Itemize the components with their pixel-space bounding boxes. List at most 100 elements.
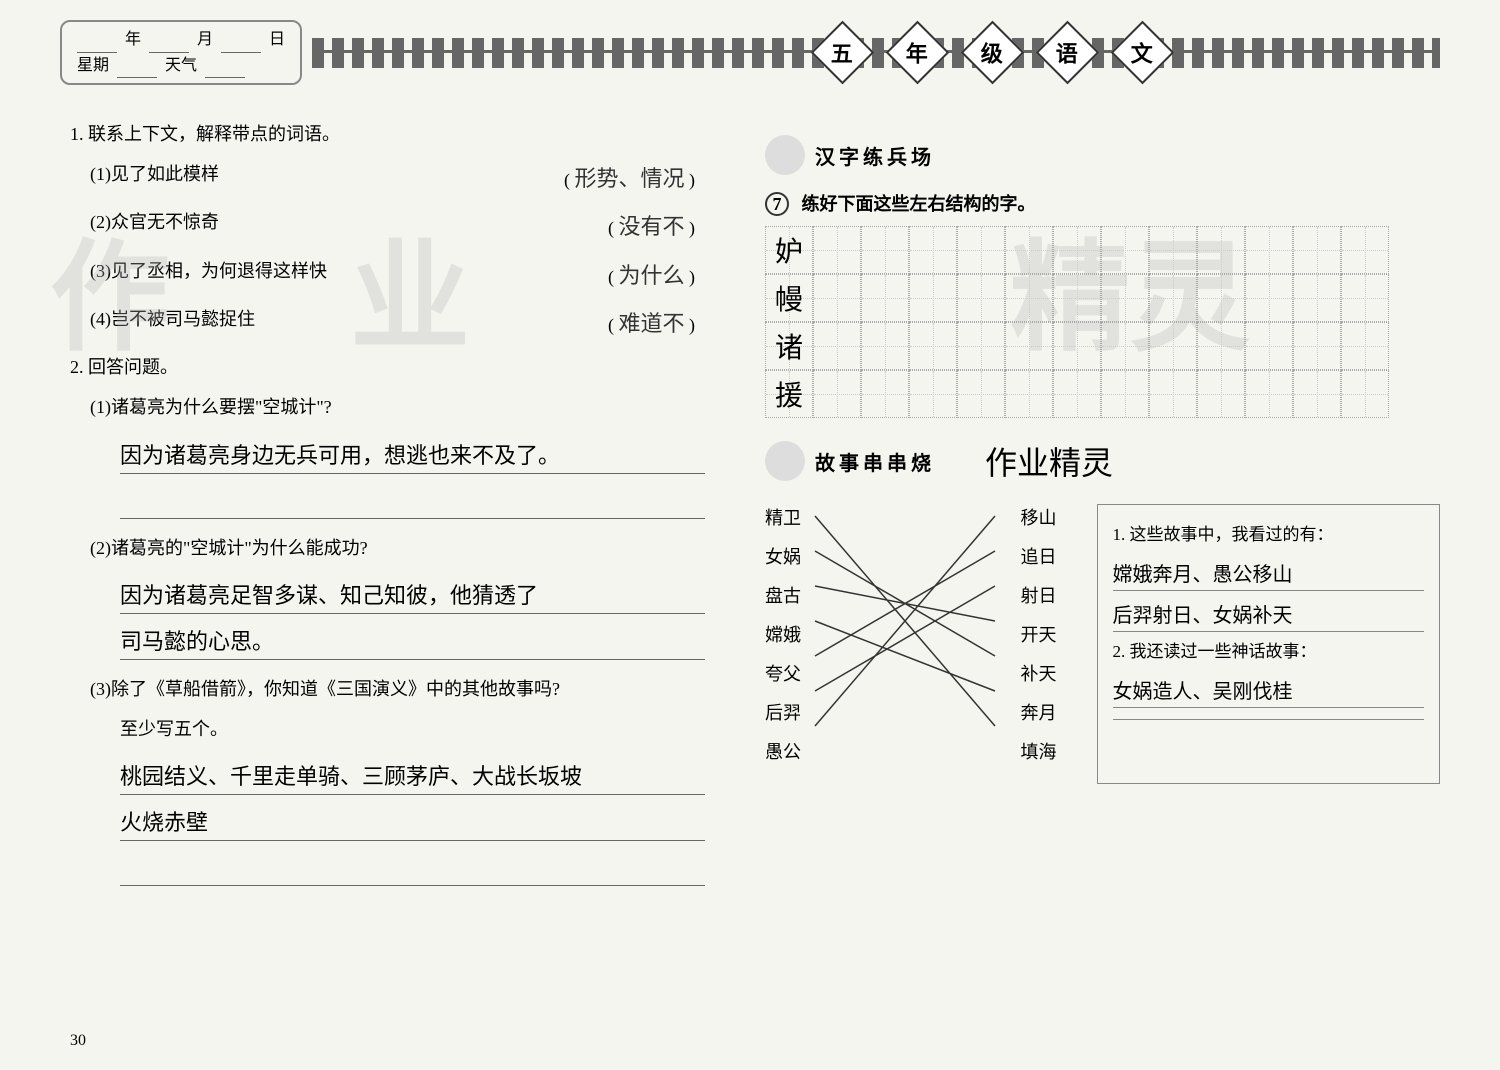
grid-cell — [861, 226, 909, 274]
story-q1: 1. 这些故事中，我看过的有： — [1113, 520, 1425, 545]
section-icon — [765, 135, 805, 175]
page-number: 30 — [70, 1032, 86, 1050]
match-lines — [765, 504, 1077, 784]
grid-cell — [1149, 226, 1197, 274]
grid-cell — [1293, 226, 1341, 274]
grid-cell: 诸 — [765, 322, 813, 370]
title-char: 文 — [1110, 21, 1174, 85]
grid-cell — [1245, 274, 1293, 322]
answer-line: 火烧赤壁 — [120, 805, 705, 841]
section1-title: 汉字练兵场 — [815, 141, 935, 170]
section2-title: 故事串串烧 — [815, 447, 935, 476]
q1-answer: 形势、情况 — [574, 166, 684, 191]
section-icon — [765, 441, 805, 481]
grid-cell — [813, 370, 861, 418]
grid-cell — [1005, 226, 1053, 274]
q1-answer: 难道不 — [618, 311, 684, 336]
grid-cell — [1053, 226, 1101, 274]
grid-cell — [909, 370, 957, 418]
weather-label: 天气 — [165, 53, 197, 79]
fence-decoration: 五 年 级 语 文 — [312, 28, 1440, 78]
grid-cell — [1341, 322, 1389, 370]
section1-header: 汉字练兵场 — [765, 135, 1440, 175]
grid-cell — [1197, 322, 1245, 370]
q1-text: (2)众官无不惊奇 — [90, 203, 219, 251]
story-answer — [1113, 713, 1425, 720]
grid-cell — [1053, 274, 1101, 322]
grid-cell — [813, 226, 861, 274]
q1-text: (3)见了丞相，为何退得这样快 — [90, 252, 327, 300]
title-char: 语 — [1035, 21, 1099, 85]
char-grid: 妒幔诸援 — [765, 226, 1440, 418]
q1-answer: 没有不 — [618, 214, 684, 239]
story-box: 1. 这些故事中，我看过的有： 嫦娥奔月、愚公移山 后羿射日、女娲补天 2. 我… — [1097, 504, 1441, 784]
answer-line — [120, 484, 705, 519]
q1-item: (4)岂不被司马懿捉住 ( 难道不 ) — [90, 300, 735, 348]
grid-cell — [1245, 370, 1293, 418]
q1-item: (3)见了丞相，为何退得这样快 ( 为什么 ) — [90, 252, 735, 300]
title-char: 五 — [810, 21, 874, 85]
grid-cell — [1341, 226, 1389, 274]
grid-cell — [1293, 322, 1341, 370]
grid-cell — [1101, 226, 1149, 274]
grid-cell — [1341, 274, 1389, 322]
left-column: 1. 联系上下文，解释带点的词语。 (1)见了如此模样 ( 形势、情况 ) (2… — [60, 115, 735, 896]
story-section: 精卫女娲盘古嫦娥夸父后羿愚公 移山追日射日开天补天奔月填海 1. 这些故事中，我… — [765, 504, 1440, 784]
grid-cell — [1149, 274, 1197, 322]
grid-cell — [1005, 322, 1053, 370]
grid-row: 幔 — [765, 274, 1440, 322]
q1-text: (1)见了如此模样 — [90, 155, 219, 203]
section2-note: 作业精灵 — [985, 438, 1113, 484]
title-char: 级 — [960, 21, 1024, 85]
grid-cell: 援 — [765, 370, 813, 418]
right-column: 汉字练兵场 7 练好下面这些左右结构的字。 妒幔诸援 故事串串烧 作业精灵 精卫… — [765, 115, 1440, 896]
practice-instruction: 7 练好下面这些左右结构的字。 — [765, 190, 1440, 216]
grid-cell — [813, 274, 861, 322]
grid-cell: 幔 — [765, 274, 813, 322]
grid-cell — [1245, 226, 1293, 274]
grid-cell: 妒 — [765, 226, 813, 274]
grid-cell — [813, 322, 861, 370]
grid-cell — [861, 322, 909, 370]
month-label: 月 — [197, 27, 213, 53]
practice-text: 练好下面这些左右结构的字。 — [802, 194, 1036, 214]
grid-cell — [861, 370, 909, 418]
grid-cell — [957, 226, 1005, 274]
grid-cell — [957, 274, 1005, 322]
story-answer: 女娲造人、吴刚伐桂 — [1113, 672, 1425, 708]
q2-sub3b: 至少写五个。 — [120, 710, 735, 750]
q2-sub1: (1)诸葛亮为什么要摆"空城计"? — [90, 388, 735, 428]
grid-cell — [1341, 370, 1389, 418]
grid-cell — [1053, 370, 1101, 418]
grid-cell — [909, 226, 957, 274]
page-header: 年 月 日 星期 天气 五 年 级 语 文 — [60, 20, 1440, 85]
grid-cell — [1245, 322, 1293, 370]
grid-cell — [957, 370, 1005, 418]
q2-sub3: (3)除了《草船借箭》，你知道《三国演义》中的其他故事吗? — [90, 670, 735, 710]
section2-header: 故事串串烧 作业精灵 — [765, 438, 1440, 484]
grid-cell — [909, 274, 957, 322]
grid-row: 诸 — [765, 322, 1440, 370]
answer-line: 司马懿的心思。 — [120, 624, 705, 660]
grid-cell — [1101, 370, 1149, 418]
grid-cell — [1197, 370, 1245, 418]
grid-cell — [1197, 226, 1245, 274]
q1-text: (4)岂不被司马懿捉住 — [90, 300, 255, 348]
grid-cell — [1005, 370, 1053, 418]
grid-cell — [861, 274, 909, 322]
day-label: 日 — [269, 27, 285, 53]
story-answer: 后羿射日、女娲补天 — [1113, 596, 1425, 632]
story-q2: 2. 我还读过一些神话故事： — [1113, 637, 1425, 662]
grid-cell — [909, 322, 957, 370]
grid-cell — [1293, 370, 1341, 418]
answer-line: 桃园结义、千里走单骑、三顾茅庐、大战长坂坡 — [120, 759, 705, 795]
grid-cell — [1101, 322, 1149, 370]
grid-row: 妒 — [765, 226, 1440, 274]
q2-sub2: (2)诸葛亮的"空城计"为什么能成功? — [90, 529, 735, 569]
grid-cell — [1053, 322, 1101, 370]
q1-title: 1. 联系上下文，解释带点的词语。 — [70, 115, 735, 155]
grid-cell — [1101, 274, 1149, 322]
practice-num: 7 — [765, 192, 789, 216]
grid-cell — [1197, 274, 1245, 322]
grid-cell — [1149, 322, 1197, 370]
